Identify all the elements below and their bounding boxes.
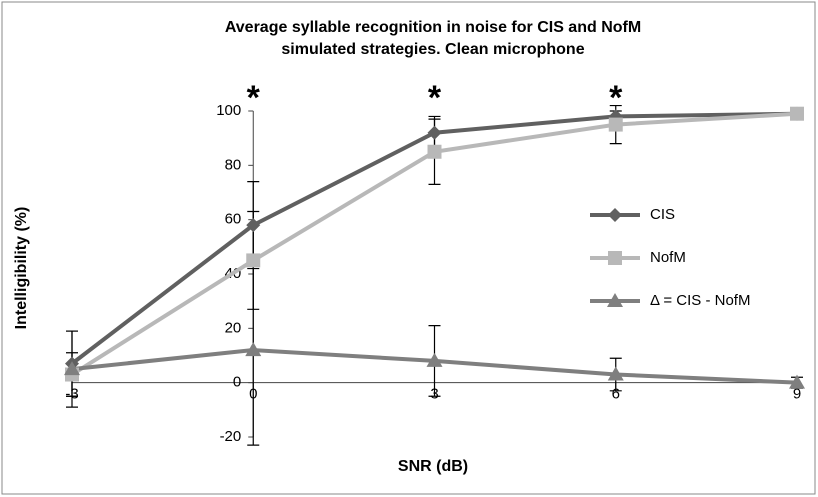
legend-marker (607, 293, 623, 307)
data-point (607, 366, 624, 381)
annotation: * (609, 79, 623, 117)
legend-label: CIS (650, 206, 675, 223)
data-point (427, 125, 442, 140)
y-tick-label: 80 (225, 156, 242, 173)
x-tick-label: 9 (793, 386, 801, 403)
data-point (245, 342, 262, 357)
annotation: * (247, 79, 261, 117)
data-point (789, 374, 805, 389)
legend-label: Δ = CIS - NofM (650, 292, 750, 309)
data-point (790, 106, 804, 121)
data-point (426, 352, 443, 367)
y-tick-label: 0 (233, 374, 241, 391)
x-axis-title: SNR (dB) (398, 458, 468, 475)
data-point (608, 117, 623, 132)
y-tick-label: 100 (216, 102, 241, 119)
y-tick-label: 20 (225, 319, 242, 336)
y-axis-title: Intelligibility (%) (13, 207, 30, 330)
data-point (427, 144, 442, 159)
y-tick-label: 60 (225, 211, 242, 228)
legend-marker (608, 208, 622, 222)
legend-label: NofM (650, 249, 686, 266)
data-point (246, 218, 261, 233)
data-point (246, 253, 261, 268)
y-tick-label: -20 (220, 428, 242, 445)
chart-title: simulated strategies. Clean microphone (281, 41, 584, 58)
chart-title: Average syllable recognition in noise fo… (225, 19, 641, 36)
data-point (64, 361, 80, 376)
annotation: * (428, 79, 442, 117)
x-tick-label: 6 (612, 386, 620, 403)
legend-marker (608, 251, 622, 265)
